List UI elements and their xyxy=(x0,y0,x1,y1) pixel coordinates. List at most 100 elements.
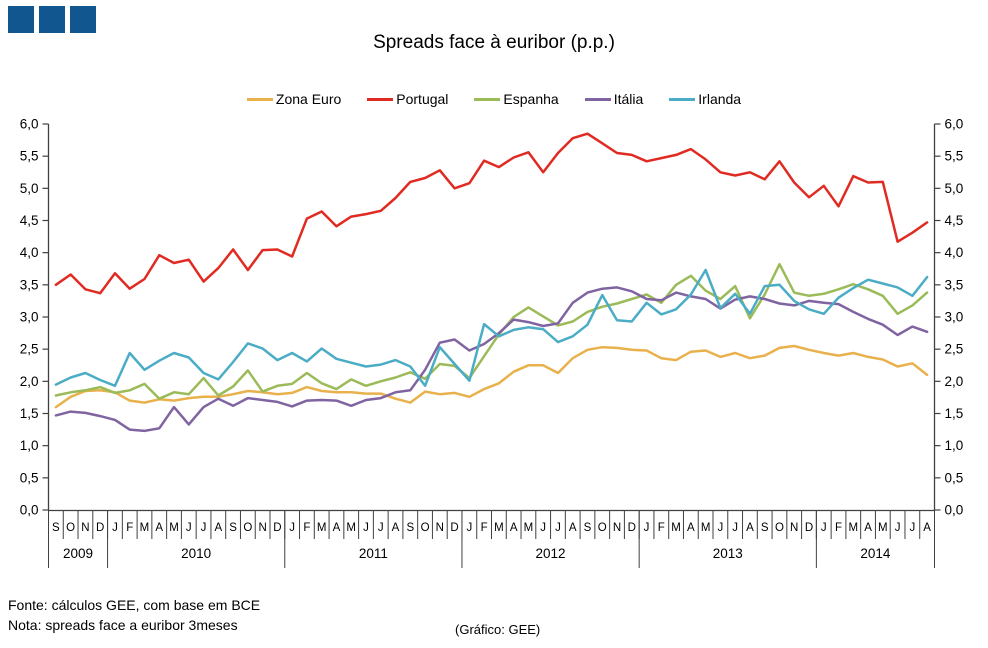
svg-text:J: J xyxy=(555,522,561,534)
svg-text:J: J xyxy=(378,522,384,534)
grafico-credit: (Gráfico: GEE) xyxy=(455,622,541,637)
svg-text:A: A xyxy=(392,522,400,534)
svg-text:2,5: 2,5 xyxy=(20,342,39,357)
svg-text:M: M xyxy=(701,522,711,534)
svg-text:A: A xyxy=(687,522,695,534)
svg-text:M: M xyxy=(346,522,356,534)
svg-text:4,0: 4,0 xyxy=(945,245,964,260)
svg-text:S: S xyxy=(406,522,414,534)
svg-text:S: S xyxy=(52,522,60,534)
svg-text:A: A xyxy=(864,522,872,534)
svg-text:A: A xyxy=(155,522,163,534)
series-line-espanha xyxy=(54,262,929,400)
svg-text:F: F xyxy=(658,522,665,534)
svg-text:A: A xyxy=(333,522,341,534)
svg-text:J: J xyxy=(540,522,546,534)
svg-text:A: A xyxy=(214,522,222,534)
svg-text:F: F xyxy=(126,522,133,534)
svg-text:S: S xyxy=(229,522,237,534)
svg-text:F: F xyxy=(835,522,842,534)
svg-text:2010: 2010 xyxy=(181,546,211,561)
legend-label: Espanha xyxy=(503,91,559,107)
svg-text:J: J xyxy=(112,522,118,534)
svg-text:N: N xyxy=(790,522,798,534)
logo-square xyxy=(8,6,34,33)
svg-text:5,5: 5,5 xyxy=(20,149,39,164)
svg-text:A: A xyxy=(510,522,518,534)
svg-text:0,5: 0,5 xyxy=(20,470,39,485)
svg-text:1,0: 1,0 xyxy=(945,438,964,453)
svg-text:M: M xyxy=(317,522,327,534)
svg-text:F: F xyxy=(481,522,488,534)
svg-text:4,0: 4,0 xyxy=(20,245,39,260)
svg-text:0,5: 0,5 xyxy=(945,470,964,485)
svg-text:N: N xyxy=(258,522,266,534)
svg-text:3,5: 3,5 xyxy=(945,277,964,292)
svg-text:1,5: 1,5 xyxy=(945,406,964,421)
svg-text:3,0: 3,0 xyxy=(20,310,39,325)
svg-text:4,5: 4,5 xyxy=(945,213,964,228)
svg-text:4,5: 4,5 xyxy=(20,213,39,228)
svg-text:S: S xyxy=(584,522,592,534)
svg-text:J: J xyxy=(909,522,915,534)
legend-swatch xyxy=(367,97,394,101)
svg-text:5,0: 5,0 xyxy=(945,181,964,196)
legend-item-itália: Itália xyxy=(584,91,643,107)
svg-text:M: M xyxy=(140,522,150,534)
svg-text:3,0: 3,0 xyxy=(945,310,964,325)
svg-text:2013: 2013 xyxy=(713,546,743,561)
svg-text:D: D xyxy=(805,522,813,534)
svg-text:J: J xyxy=(201,522,207,534)
series-line-itália xyxy=(54,286,929,433)
nota-note: Nota: spreads face a euribor 3meses xyxy=(8,617,238,633)
svg-text:N: N xyxy=(613,522,621,534)
svg-text:2,0: 2,0 xyxy=(20,374,39,389)
svg-text:O: O xyxy=(243,522,252,534)
svg-text:M: M xyxy=(671,522,681,534)
legend-swatch xyxy=(246,97,273,101)
legend-item-espanha: Espanha xyxy=(474,91,559,107)
svg-text:D: D xyxy=(96,522,104,534)
svg-text:1,5: 1,5 xyxy=(20,406,39,421)
svg-text:J: J xyxy=(186,522,192,534)
svg-text:0,0: 0,0 xyxy=(20,503,39,518)
svg-text:O: O xyxy=(598,522,607,534)
svg-text:A: A xyxy=(923,522,931,534)
svg-text:D: D xyxy=(273,522,281,534)
axes xyxy=(47,124,936,512)
legend-swatch xyxy=(669,97,696,101)
svg-text:A: A xyxy=(569,522,577,534)
legend-item-portugal: Portugal xyxy=(367,91,448,107)
svg-text:J: J xyxy=(466,522,472,534)
svg-text:3,5: 3,5 xyxy=(20,277,39,292)
svg-text:J: J xyxy=(718,522,724,534)
svg-text:2012: 2012 xyxy=(536,546,566,561)
svg-text:2,0: 2,0 xyxy=(945,374,964,389)
svg-text:J: J xyxy=(732,522,738,534)
legend-item-zona-euro: Zona Euro xyxy=(246,91,341,107)
series-line-irlanda xyxy=(54,268,929,388)
svg-text:N: N xyxy=(81,522,89,534)
svg-text:F: F xyxy=(303,522,310,534)
logo xyxy=(8,6,96,33)
legend-label: Portugal xyxy=(396,91,449,107)
svg-text:O: O xyxy=(421,522,430,534)
y-axis-right: 0,0 0,5 1,0 1,5 2,0 2,5 3,0 3,5 4,0 4,5 5,0 5,5 6,0 xyxy=(934,117,964,518)
svg-text:A: A xyxy=(746,522,754,534)
legend-swatch xyxy=(584,97,611,101)
svg-text:N: N xyxy=(436,522,444,534)
legend-item-irlanda: Irlanda xyxy=(669,91,741,107)
svg-text:M: M xyxy=(494,522,504,534)
svg-text:O: O xyxy=(66,522,75,534)
svg-text:0,0: 0,0 xyxy=(945,503,964,518)
svg-text:M: M xyxy=(524,522,534,534)
series-line-zona-euro xyxy=(54,344,929,409)
logo-square xyxy=(70,6,96,33)
footer-notes: Fonte: cálculos GEE, com base em BCE Not… xyxy=(8,595,260,635)
svg-text:J: J xyxy=(289,522,295,534)
svg-text:2009: 2009 xyxy=(63,546,93,561)
source-note: Fonte: cálculos GEE, com base em BCE xyxy=(8,597,261,613)
svg-text:J: J xyxy=(821,522,827,534)
svg-text:D: D xyxy=(450,522,458,534)
